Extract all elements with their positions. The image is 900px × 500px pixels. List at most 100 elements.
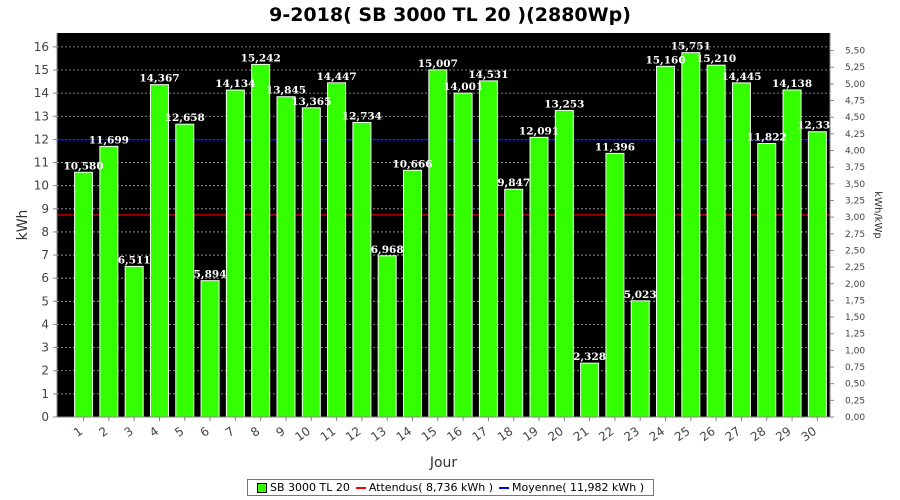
bar xyxy=(580,362,600,418)
y2-tick-label: 2,50 xyxy=(845,246,865,256)
y-axis-label: kWh xyxy=(15,210,31,241)
x-tick-label: 5 xyxy=(172,424,186,440)
legend: SB 3000 TL 20 Attendus( 8,736 kWh ) Moye… xyxy=(247,479,654,496)
x-tick-label: 20 xyxy=(545,424,566,444)
data-label: 11,396 xyxy=(595,141,635,153)
y2-tick-label: 4,25 xyxy=(845,130,865,140)
y2-tick-label: 0,75 xyxy=(845,363,865,373)
y2-tick-label: 4,00 xyxy=(845,147,865,157)
legend-label-production: SB 3000 TL 20 xyxy=(269,481,350,494)
legend-item-attendus: Attendus( 8,736 kWh ) xyxy=(355,481,494,494)
y2-tick-label: 4,50 xyxy=(845,113,865,123)
y2-tick-label: 0,50 xyxy=(845,380,865,390)
bar xyxy=(529,136,549,418)
x-tick-label: 21 xyxy=(571,424,592,444)
bar xyxy=(453,92,473,418)
y2-tick-label: 3,25 xyxy=(845,196,865,206)
x-tick-label: 1 xyxy=(71,424,85,440)
data-label: 6,968 xyxy=(371,244,404,256)
bar xyxy=(301,107,321,418)
x-tick-label: 27 xyxy=(723,424,744,444)
bar xyxy=(352,121,372,418)
bar xyxy=(605,152,625,418)
x-tick-label: 3 xyxy=(122,424,136,440)
x-tick-label: 29 xyxy=(773,424,794,444)
x-axis: 1 2 3 4 5 6 7 8 9 10 11 12 13 14 15 16 17 18 19 20 21 22 23 24 2… xyxy=(57,416,830,444)
x-tick-label: 24 xyxy=(647,424,668,444)
y2-tick-label: 0,25 xyxy=(845,396,865,406)
x-tick-label: 17 xyxy=(470,424,491,444)
data-label: 14,138 xyxy=(772,78,812,90)
legend-swatch-attendus xyxy=(355,486,366,489)
x-tick-label: 23 xyxy=(621,424,642,444)
y2-tick-label: 3,50 xyxy=(845,180,865,190)
data-label: 5,894 xyxy=(194,269,227,281)
data-label: 14,445 xyxy=(721,71,761,83)
bar xyxy=(149,84,169,418)
legend-item-production: SB 3000 TL 20 xyxy=(256,481,350,494)
x-tick-label: 13 xyxy=(368,424,389,444)
y2-tick-label: 4,75 xyxy=(845,97,865,107)
y2-tick-label: 2,00 xyxy=(845,280,865,290)
data-label: 11,822 xyxy=(747,132,787,144)
y-tick-label: 4 xyxy=(41,317,49,331)
legend-label-attendus: Attendus( 8,736 kWh ) xyxy=(368,481,494,494)
x-tick-label: 6 xyxy=(198,424,212,440)
x-tick-label: 11 xyxy=(318,424,339,444)
data-label: 13,365 xyxy=(291,96,331,108)
y-tick-label: 5 xyxy=(41,294,49,308)
data-label: 15,751 xyxy=(671,41,711,53)
x-tick-label: 15 xyxy=(419,424,440,444)
data-label: 15,007 xyxy=(418,58,458,70)
y-tick-label: 10 xyxy=(34,179,49,193)
bar xyxy=(504,188,524,418)
y2-tick-label: 2,75 xyxy=(845,230,865,240)
y-tick-label: 8 xyxy=(41,225,49,239)
data-label: 15,160 xyxy=(645,54,685,66)
x-tick-label: 4 xyxy=(147,424,161,440)
data-label: 10,580 xyxy=(63,160,103,172)
data-label: 14,001 xyxy=(443,81,483,93)
bar xyxy=(630,300,650,418)
bar xyxy=(403,169,423,418)
data-label: 14,531 xyxy=(468,69,508,81)
data-label: 2,328 xyxy=(573,351,606,363)
y-tick-label: 13 xyxy=(34,109,49,123)
x-tick-label: 12 xyxy=(343,424,364,444)
bar xyxy=(656,65,676,418)
y2-tick-label: 3,75 xyxy=(845,163,865,173)
bar xyxy=(757,143,777,418)
x-tick-label: 30 xyxy=(799,424,820,444)
data-label: 10,666 xyxy=(392,158,432,170)
data-label: 15,210 xyxy=(696,53,736,65)
y2-axis-label: kWh/kWp xyxy=(872,191,883,238)
y-tick-label: 16 xyxy=(34,40,49,54)
data-label: 12,091 xyxy=(519,125,559,137)
y2-tick-label: 1,50 xyxy=(845,313,865,323)
y2-tick-label: 5,00 xyxy=(845,80,865,90)
x-tick-label: 16 xyxy=(444,424,465,444)
y2-tick-label: 5,25 xyxy=(845,63,865,73)
x-tick-label: 9 xyxy=(273,424,287,440)
bar xyxy=(478,80,498,418)
data-labels: 10,580 11,699 6,511 14,367 12,658 5,894 14,134… xyxy=(63,41,837,364)
y-tick-label: 3 xyxy=(41,341,49,355)
x-tick-label: 25 xyxy=(672,424,693,444)
y-tick-label: 7 xyxy=(41,248,49,262)
y-tick-label: 15 xyxy=(34,63,49,77)
y-tick-label: 14 xyxy=(34,86,49,100)
data-label: 13,253 xyxy=(544,98,584,110)
y-axis-right: 0,00 0,25 0,50 0,75 1,00 1,25 1,50 1,75 2,00 2,25… xyxy=(829,33,865,423)
bar xyxy=(175,123,195,418)
bar xyxy=(276,96,296,418)
data-label: 14,367 xyxy=(139,73,179,85)
data-label: 15,242 xyxy=(241,52,281,64)
y2-tick-label: 0,00 xyxy=(845,413,865,423)
x-axis-label: Jour xyxy=(429,455,458,471)
y-tick-label: 6 xyxy=(41,271,49,285)
x-tick-label: 22 xyxy=(596,424,617,444)
data-label: 12,734 xyxy=(342,110,382,122)
y-tick-label: 2 xyxy=(41,364,49,378)
